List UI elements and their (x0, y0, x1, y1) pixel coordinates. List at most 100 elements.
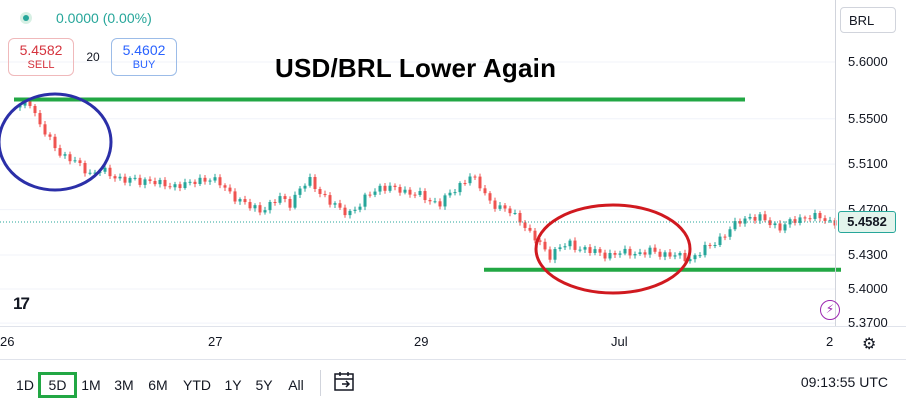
range-button-3m[interactable]: 3M (114, 377, 134, 393)
candle-body (238, 199, 242, 202)
clock[interactable]: 09:13:55 UTC (800, 374, 888, 390)
candle-body (163, 179, 167, 187)
price-tick-label: 5.5500 (848, 110, 888, 126)
range-button-6m[interactable]: 6M (148, 377, 168, 393)
candle-body (448, 192, 452, 196)
candle-body (343, 207, 347, 216)
candle-body (398, 187, 402, 193)
candle-body (628, 248, 632, 256)
candle-body (688, 259, 692, 262)
candle-body (103, 167, 107, 172)
candle-body (73, 160, 77, 162)
candle-body (423, 191, 427, 201)
candle-body (733, 221, 737, 230)
candle-body (418, 191, 422, 195)
candle-body (603, 252, 607, 259)
candle-body (53, 136, 57, 149)
gear-icon[interactable]: ⚙︎ (862, 336, 877, 353)
candle-body (218, 177, 222, 186)
candle-body (93, 172, 97, 174)
buy-label: BUY (132, 59, 156, 71)
date-range-icon[interactable] (333, 370, 357, 394)
candle-body (278, 196, 282, 203)
candle-body (773, 223, 777, 226)
price-tick-label: 5.3700 (848, 315, 888, 331)
candle-body (498, 205, 502, 209)
candle-body (358, 206, 362, 210)
range-button-1m[interactable]: 1M (81, 377, 101, 393)
toolbar-divider (320, 370, 321, 396)
candle-body (453, 192, 457, 194)
candle-body (203, 177, 207, 182)
chart-headline: USD/BRL Lower Again (275, 53, 557, 83)
range-button-1d[interactable]: 1D (16, 377, 34, 393)
candle-body (508, 208, 512, 214)
tradingview-logo-icon[interactable]: 17 (13, 294, 30, 313)
candle-body (608, 253, 612, 259)
candle-body (433, 201, 437, 203)
candle-body (273, 202, 277, 204)
candle-body (243, 199, 247, 203)
candle-body (493, 200, 497, 209)
candle-body (28, 101, 32, 106)
candle-body (668, 252, 672, 257)
candle-body (713, 245, 717, 247)
candle-body (793, 219, 797, 223)
candle-body (193, 181, 197, 185)
range-button-5y[interactable]: 5Y (255, 377, 273, 393)
candle-body (828, 220, 832, 222)
candle-body (178, 184, 182, 189)
candle-body (723, 236, 727, 238)
candle-body (188, 181, 192, 183)
time-tick-label: 2 (826, 334, 834, 349)
candle-body (643, 252, 647, 255)
range-button-ytd[interactable]: YTD (183, 377, 211, 393)
candle-body (708, 244, 712, 246)
candle-body (23, 101, 27, 106)
buy-price: 5.4602 (122, 42, 166, 58)
candle-body (128, 177, 132, 183)
lightning-icon[interactable]: ⚡︎ (820, 300, 840, 320)
candle-body (323, 193, 327, 196)
candle-body (353, 209, 357, 211)
candle-body (583, 247, 587, 250)
candle-body (818, 212, 822, 219)
candle-body (718, 236, 722, 246)
candle-body (233, 191, 237, 202)
candle-body (783, 224, 787, 231)
candle-body (813, 212, 817, 219)
candle-body (458, 183, 462, 193)
candle-body (588, 247, 592, 253)
sell-button[interactable]: 5.4582 SELL (8, 38, 74, 76)
candle-body (143, 179, 147, 185)
price-change: 0.0000 (0.00%) (56, 10, 152, 26)
candle-body (253, 205, 257, 209)
candle-body (308, 177, 312, 186)
candle-body (518, 212, 522, 223)
candle-body (48, 134, 52, 137)
range-button-all[interactable]: All (288, 377, 304, 393)
range-button-1y[interactable]: 1Y (224, 377, 242, 393)
candle-body (468, 176, 472, 184)
candle-body (488, 193, 492, 201)
candle-body (133, 177, 137, 179)
candle-body (528, 227, 532, 231)
candle-body (388, 185, 392, 191)
candle-body (363, 194, 367, 207)
range-button-5d[interactable]: 5D (38, 372, 77, 398)
candle-body (313, 177, 317, 190)
time-tick-label: 29 (414, 334, 429, 349)
buy-button[interactable]: 5.4602 BUY (111, 38, 177, 76)
candle-body (213, 177, 217, 181)
candle-body (698, 255, 702, 257)
candle-body (183, 182, 187, 189)
candle-body (593, 249, 597, 253)
candle-body (78, 160, 82, 163)
time-tick-label: Jul (611, 334, 628, 349)
currency-selector[interactable]: BRL (840, 7, 896, 33)
candle-body (728, 229, 732, 237)
candle-body (83, 162, 87, 174)
candle-body (618, 253, 622, 255)
price-chart[interactable] (0, 0, 906, 359)
